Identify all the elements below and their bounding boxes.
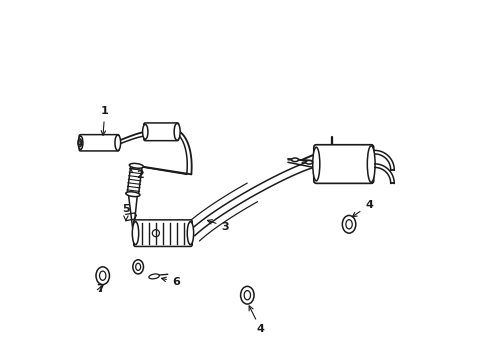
FancyBboxPatch shape — [313, 145, 373, 183]
FancyBboxPatch shape — [133, 220, 192, 247]
Text: 6: 6 — [161, 276, 180, 287]
Ellipse shape — [312, 147, 319, 181]
Ellipse shape — [305, 161, 312, 164]
Ellipse shape — [366, 146, 374, 182]
Text: 5: 5 — [122, 204, 130, 220]
Text: 4: 4 — [352, 201, 372, 217]
Ellipse shape — [96, 267, 109, 284]
Ellipse shape — [78, 139, 81, 147]
Ellipse shape — [187, 222, 193, 245]
Ellipse shape — [78, 136, 82, 149]
Ellipse shape — [342, 215, 355, 233]
FancyBboxPatch shape — [79, 135, 119, 151]
Text: 4: 4 — [248, 306, 264, 334]
Ellipse shape — [142, 124, 147, 139]
Text: 2: 2 — [130, 168, 144, 180]
Text: 7: 7 — [96, 284, 104, 294]
Ellipse shape — [129, 163, 143, 168]
Text: 3: 3 — [207, 220, 228, 231]
Ellipse shape — [133, 260, 143, 274]
Text: 1: 1 — [101, 107, 108, 135]
Ellipse shape — [148, 274, 159, 279]
Ellipse shape — [240, 286, 254, 304]
Ellipse shape — [125, 192, 140, 197]
Ellipse shape — [174, 123, 180, 140]
FancyBboxPatch shape — [143, 123, 178, 141]
Ellipse shape — [115, 135, 121, 150]
Ellipse shape — [132, 222, 139, 245]
Ellipse shape — [291, 158, 298, 162]
